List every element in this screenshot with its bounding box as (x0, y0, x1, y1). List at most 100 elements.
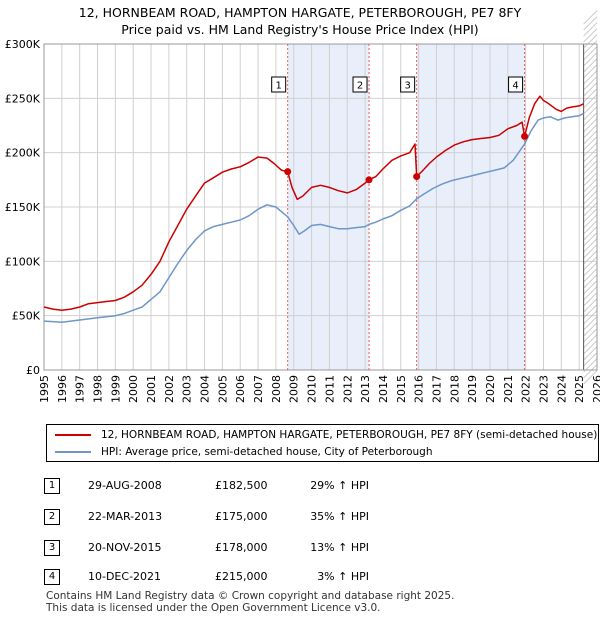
x-tick-label: 1997 (74, 375, 87, 403)
hpi-line (43, 112, 584, 323)
sale-point (521, 132, 529, 140)
legend-item-hpi: HPI: Average price, semi-detached house,… (55, 444, 433, 460)
x-tick-label: 2011 (323, 375, 336, 403)
hatch-line (583, 70, 598, 85)
hatch-line (583, 232, 598, 247)
hatch-line (583, 82, 598, 97)
sale-label-number: 1 (275, 81, 281, 92)
x-tick-label: 2025 (573, 375, 586, 403)
x-tick-label: 2002 (163, 375, 176, 403)
hatch-line (583, 148, 598, 163)
y-tick-label: £300K (5, 38, 41, 51)
hatch-line (583, 136, 598, 151)
transaction-hpi: 13% ↑ HPI (310, 541, 369, 554)
hatch-line (583, 94, 598, 109)
sale-label-number: 3 (404, 81, 410, 92)
hatch-line (583, 76, 598, 91)
transaction-row: 1 29-AUG-2008 £182,500 29% ↑ HPI (0, 476, 600, 506)
y-tick-label: £0 (26, 364, 40, 377)
sale-label-box (400, 76, 416, 93)
title-line-2: Price paid vs. HM Land Registry's House … (121, 22, 479, 37)
transaction-number: 3 (44, 540, 60, 556)
plot-area (43, 43, 598, 371)
hatch-line (583, 124, 598, 139)
hatch-line (583, 328, 598, 343)
footer: Contains HM Land Registry data © Crown c… (46, 590, 454, 614)
hatch-line (583, 28, 598, 43)
hatch-line (583, 10, 598, 25)
hatch-line (583, 334, 598, 349)
hatch-line (583, 214, 598, 229)
hatch-line (583, 106, 598, 121)
hatch-line (583, 340, 598, 355)
transaction-row: 3 20-NOV-2015 £178,000 13% ↑ HPI (0, 538, 600, 568)
hatch-line (583, 316, 598, 331)
hatch-line (583, 142, 598, 157)
transaction-price: £182,500 (215, 479, 268, 492)
title-line-1: 12, HORNBEAM ROAD, HAMPTON HARGATE, PETE… (78, 5, 522, 20)
x-tick-label: 1996 (56, 375, 69, 403)
y-tick-label: £250K (5, 92, 41, 105)
legend-label-hpi: HPI: Average price, semi-detached house,… (101, 446, 433, 458)
hatch-line (583, 166, 598, 181)
hatch-line (583, 154, 598, 169)
hatch-line (583, 268, 598, 283)
sale-point (284, 168, 292, 176)
hatch-line (583, 172, 598, 187)
hatch-line (583, 220, 598, 235)
hatch-line (583, 244, 598, 259)
x-tick-label: 2010 (306, 375, 319, 403)
price-chart: £0 £50K £100K £150K £200K £250K £300K 1995 1996 1… (5, 10, 600, 403)
x-tick-label: 2023 (537, 375, 550, 403)
hatch-line (583, 178, 598, 193)
transaction-hpi: 3% ↑ HPI (317, 570, 369, 583)
hatch-line (583, 130, 598, 145)
transaction-row: 4 10-DEC-2021 £215,000 3% ↑ HPI (0, 567, 600, 597)
sale-point (413, 173, 421, 181)
hatch-line (583, 58, 598, 73)
x-tick-label: 2017 (430, 375, 443, 403)
x-tick-label: 2005 (216, 375, 229, 403)
x-tick-label: 2022 (520, 375, 533, 403)
x-tick-label: 2015 (395, 375, 408, 403)
hatch-line (583, 22, 598, 37)
x-tick-label: 2009 (288, 375, 301, 403)
transaction-number: 4 (44, 569, 60, 585)
hatch-line (583, 322, 598, 337)
hatch-line (583, 118, 598, 133)
hatch-line (583, 88, 598, 103)
hatch-line (583, 238, 598, 253)
sale-label-box (352, 76, 368, 93)
hatch-line (583, 100, 598, 115)
transaction-hpi: 35% ↑ HPI (310, 510, 369, 523)
hatch-line (583, 310, 598, 325)
sale-point (365, 176, 373, 184)
x-tick-label: 2000 (127, 375, 140, 403)
hatch-line (583, 250, 598, 265)
transaction-price: £215,000 (215, 570, 268, 583)
hatch-line (583, 184, 598, 199)
hatch-line (583, 40, 598, 55)
x-tick-label: 2012 (341, 375, 354, 403)
x-tick-label: 2026 (591, 375, 600, 403)
hatch-line (583, 280, 598, 295)
hatch-line (583, 352, 598, 367)
sale-label-number: 4 (512, 81, 518, 92)
x-tick-label: 2019 (466, 375, 479, 403)
legend-label-property: 12, HORNBEAM ROAD, HAMPTON HARGATE, PETE… (101, 429, 598, 441)
hatch-line (583, 52, 598, 67)
hatch-line (583, 298, 598, 313)
hatch-line (583, 304, 598, 319)
hatch-line (583, 292, 598, 307)
hatch-line (583, 256, 598, 271)
property-price-line (43, 95, 584, 311)
hatch-line (583, 364, 598, 379)
hatch-line (583, 208, 598, 223)
chart-title: 12, HORNBEAM ROAD, HAMPTON HARGATE, PETE… (0, 4, 600, 38)
x-tick-label: 2021 (502, 375, 515, 403)
x-tick-label: 2013 (359, 375, 372, 403)
hatch-line (583, 160, 598, 175)
hatch-line (583, 274, 598, 289)
y-tick-label: £100K (5, 255, 41, 268)
hatch-line (583, 286, 598, 301)
